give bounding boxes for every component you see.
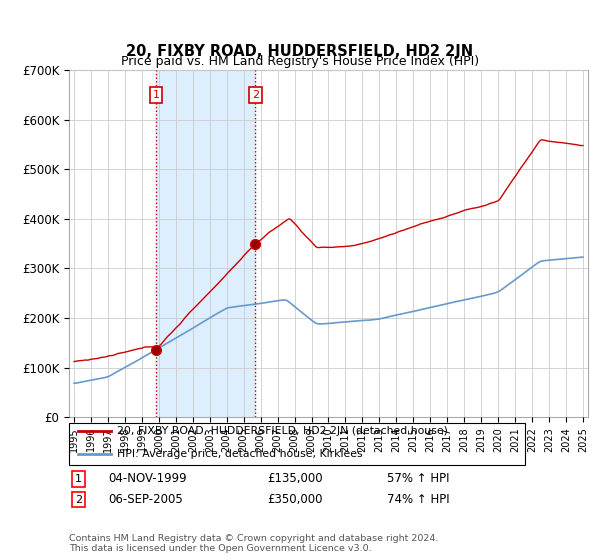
Text: Price paid vs. HM Land Registry's House Price Index (HPI): Price paid vs. HM Land Registry's House … (121, 55, 479, 68)
Text: 06-SEP-2005: 06-SEP-2005 (108, 493, 183, 506)
Text: 57% ↑ HPI: 57% ↑ HPI (387, 472, 449, 486)
Text: £350,000: £350,000 (267, 493, 323, 506)
Text: 1: 1 (75, 474, 82, 484)
Text: 20, FIXBY ROAD, HUDDERSFIELD, HD2 2JN: 20, FIXBY ROAD, HUDDERSFIELD, HD2 2JN (127, 44, 473, 59)
Text: 1: 1 (152, 90, 160, 100)
Text: £135,000: £135,000 (267, 472, 323, 486)
Text: Contains HM Land Registry data © Crown copyright and database right 2024.
This d: Contains HM Land Registry data © Crown c… (69, 534, 439, 553)
Text: 20, FIXBY ROAD, HUDDERSFIELD, HD2 2JN (detached house): 20, FIXBY ROAD, HUDDERSFIELD, HD2 2JN (d… (117, 427, 448, 436)
Bar (156, 70, 255, 417)
Text: 74% ↑ HPI: 74% ↑ HPI (387, 493, 449, 506)
Text: 2: 2 (251, 90, 259, 100)
Text: 2: 2 (75, 494, 82, 505)
Text: HPI: Average price, detached house, Kirklees: HPI: Average price, detached house, Kirk… (117, 449, 362, 459)
Text: 04-NOV-1999: 04-NOV-1999 (108, 472, 187, 486)
